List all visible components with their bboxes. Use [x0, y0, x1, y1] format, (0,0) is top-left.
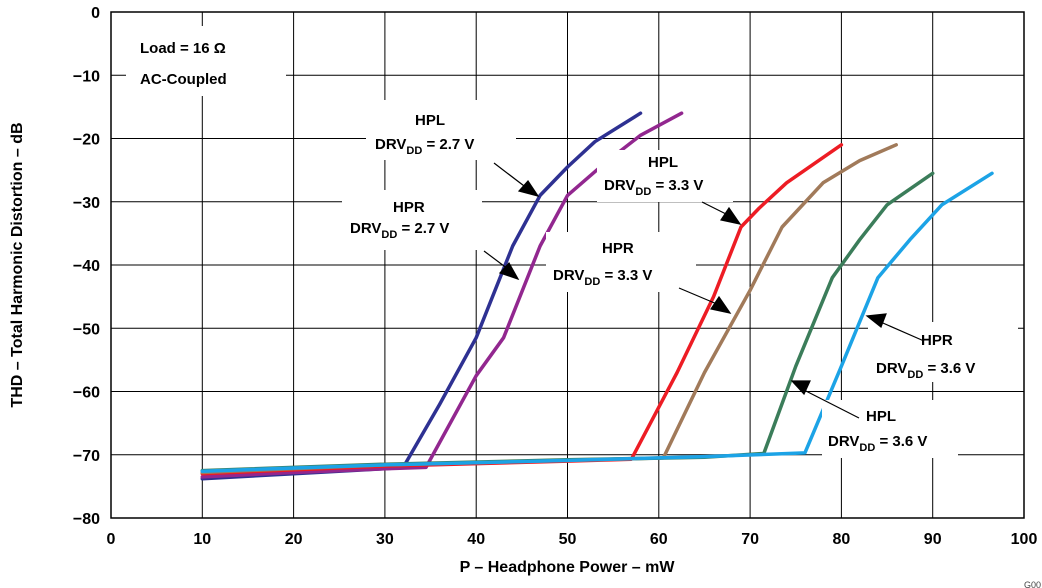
x-tick-label: 0: [107, 531, 116, 548]
legend-coupling-text: AC-Coupled: [140, 71, 227, 88]
anno-hpl27-line2: DRVDD = 2.7 V: [375, 136, 474, 157]
y-tick-label: 0: [91, 5, 100, 22]
legend-load-text: Load = 16 Ω: [140, 40, 226, 57]
x-tick-label: 90: [924, 531, 942, 548]
y-tick-label: −10: [73, 68, 100, 85]
y-tick-label: −40: [73, 258, 100, 275]
y-tick-label: −60: [73, 385, 100, 402]
pointer-hpr36-line: [875, 319, 925, 342]
y-tick-label: −70: [73, 448, 100, 465]
pointer-hpl36-arrow: [790, 380, 811, 396]
y-axis-title: THD – Total Harmonic Distortion – dB: [9, 122, 26, 407]
anno-hpr33-line2: DRVDD = 3.3 V: [553, 267, 652, 288]
x-tick-label: 100: [1011, 531, 1038, 548]
anno-hpl36-line2: DRVDD = 3.6 V: [828, 433, 927, 454]
pointer-hpl36-line: [799, 387, 860, 419]
pointer-hpr36-arrow: [865, 313, 887, 328]
x-tick-label: 80: [833, 531, 851, 548]
x-tick-label: 20: [285, 531, 303, 548]
pointer-hpl33-arrow: [720, 206, 742, 225]
x-tick-label: 50: [559, 531, 577, 548]
anno-hpl33-line2: DRVDD = 3.3 V: [604, 177, 703, 198]
x-tick-label: 60: [650, 531, 668, 548]
legend-box-bg: [126, 26, 286, 96]
pointer-hpl27-arrow: [517, 180, 540, 197]
anno-hpl36-line1: HPL: [866, 408, 896, 425]
x-tick-label: 10: [193, 531, 211, 548]
anno-hpr36-line2: DRVDD = 3.6 V: [876, 360, 975, 381]
series-line-1: [200, 111, 643, 481]
x-tick-labels: 0 10 20 30 40 50 60 70 80 90 100: [107, 531, 1038, 548]
anno-hpr27-line2: DRVDD = 2.7 V: [350, 220, 449, 241]
pointer-hpr27-arrow: [498, 261, 520, 281]
x-axis-title: P – Headphone Power – mW: [460, 559, 676, 576]
anno-hpr33-line1: HPR: [602, 240, 634, 257]
anno-hpl33-line1: HPL: [648, 154, 678, 171]
y-tick-labels: 0 −10 −20 −30 −40 −50 −60 −70 −80: [73, 5, 100, 528]
x-tick-label: 70: [741, 531, 759, 548]
series-line-4: [200, 143, 898, 475]
pointer-hpr33-arrow: [710, 295, 732, 314]
anno-hpr27-line1: HPR: [393, 199, 425, 216]
anno-hpr36-line1: HPR: [921, 332, 953, 349]
x-tick-label: 30: [376, 531, 394, 548]
series-line-3: [200, 143, 844, 476]
y-tick-label: −30: [73, 195, 100, 212]
y-tick-label: −50: [73, 321, 100, 338]
annotation-labels: HPL DRVDD = 2.7 V HPR DRVDD = 2.7 V HPL …: [342, 100, 1018, 458]
annotation-pointers: [483, 162, 925, 419]
y-tick-label: −80: [73, 511, 100, 528]
y-tick-label: −20: [73, 132, 100, 149]
plot-frame: [110, 11, 1025, 519]
corner-code: G00: [1024, 580, 1041, 588]
anno-hpl27-line1: HPL: [415, 112, 445, 129]
x-tick-label: 40: [467, 531, 485, 548]
